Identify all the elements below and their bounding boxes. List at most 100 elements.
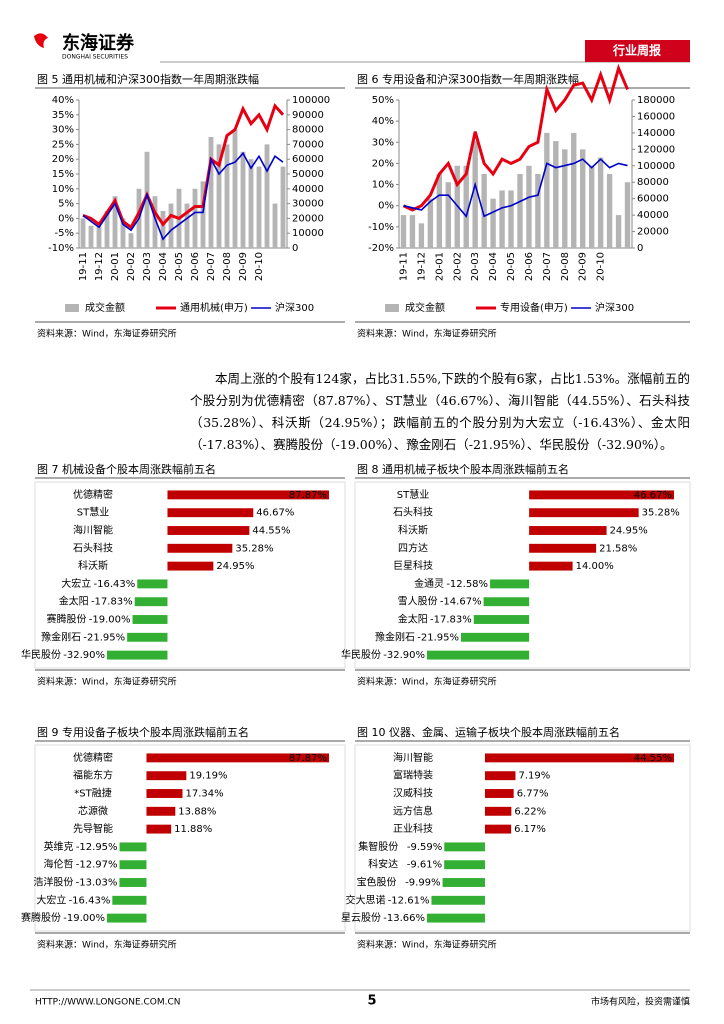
value-label: -32.90%	[63, 650, 105, 661]
value-label: 13.88%	[178, 806, 216, 817]
bar	[529, 561, 573, 571]
bar	[490, 579, 530, 589]
bar	[107, 913, 147, 923]
category-label: 海伦哲	[44, 858, 74, 871]
value-label: -12.97%	[76, 860, 118, 871]
volume-bar	[272, 203, 278, 248]
figure-title: 图 10 仪器、金属、运输子板块个股本周涨跌幅前五名	[357, 725, 620, 739]
category-label: 金通灵	[414, 577, 444, 590]
chart-frame	[354, 481, 691, 669]
index-line	[403, 158, 628, 218]
logo-icon	[34, 33, 48, 48]
y2-tick-label: 20000	[637, 227, 669, 238]
category-label: ST慧业	[397, 488, 429, 501]
y-tick-label: 25%	[52, 139, 74, 150]
source: 资料来源：Wind，东海证券研究所	[37, 939, 177, 951]
category-label: 石头科技	[393, 506, 433, 519]
bar	[529, 526, 607, 535]
bar	[112, 895, 147, 905]
index-line	[82, 103, 285, 230]
value-label: 44.55%	[634, 753, 672, 764]
volume-bar	[128, 233, 134, 248]
source: 资料来源：Wind，东海证券研究所	[357, 328, 497, 340]
category-label: 科沃斯	[78, 559, 108, 572]
category-label: 星云股份	[341, 912, 381, 924]
value-label: 7.19%	[518, 771, 550, 782]
header-tag: 行业周报	[612, 43, 661, 58]
x-tick-label: 20-08	[222, 252, 233, 281]
category-label: 石头科技	[73, 541, 113, 554]
bar	[427, 913, 485, 923]
bar	[119, 842, 147, 852]
volume-bar	[200, 181, 206, 248]
bar	[167, 526, 250, 535]
y2-tick-label: 80000	[637, 177, 669, 188]
figure-title: 图 9 专用设备子板块个股本周涨跌幅前五名	[37, 725, 249, 739]
footer-note: 市场有风险，投资需谨慎	[591, 996, 690, 1008]
x-tick-label: 20-10	[254, 252, 265, 281]
y2-tick-label: 80000	[292, 125, 324, 136]
y2-tick-label: 0	[637, 243, 643, 254]
x-tick-label: 20-06	[190, 252, 201, 281]
y-tick-label: 40%	[52, 95, 74, 106]
x-tick-label: 20-02	[452, 252, 463, 281]
value-label: -16.43%	[69, 895, 111, 906]
category-label: *ST融捷	[74, 787, 111, 800]
volume-bar	[463, 165, 469, 248]
value-label: 21.58%	[599, 543, 637, 554]
value-label: 6.77%	[517, 789, 549, 800]
volume-bar	[112, 196, 118, 248]
bar	[484, 753, 674, 763]
figure-title: 图 8 通用机械子板块个股本周涨跌幅前五名	[357, 462, 569, 476]
volume-bar	[544, 132, 550, 248]
x-tick-label: 20-04	[158, 252, 169, 281]
volume-bar	[280, 166, 286, 248]
x-tick-label: 20-08	[560, 252, 571, 281]
bar	[146, 771, 187, 781]
bar	[529, 508, 639, 518]
value-label: 35.28%	[235, 543, 273, 554]
y-tick-label: 10%	[372, 180, 394, 191]
y-tick-label: 0%	[58, 213, 74, 224]
x-tick-label: 20-01	[110, 252, 121, 281]
volume-bar	[88, 225, 94, 248]
volume-bar	[256, 166, 262, 248]
category-label: 华民股份	[21, 648, 61, 661]
volume-bar	[152, 196, 158, 248]
value-label: 24.95%	[216, 561, 254, 572]
volume-bar	[588, 165, 595, 248]
category-label: ST慧业	[77, 506, 109, 519]
x-tick-label: 20-09	[578, 252, 589, 281]
value-label: -12.61%	[388, 895, 430, 906]
category-label: 雪人股份	[398, 596, 438, 608]
volume-bar	[224, 144, 230, 248]
footer-url: HTTP://WWW.LONGONE.COM.CN	[35, 998, 181, 1008]
category-label: 浩洋股份	[33, 876, 73, 889]
y-tick-label: 35%	[52, 110, 74, 121]
volume-bar	[264, 144, 270, 248]
category-label: 先导智能	[73, 822, 113, 835]
volume-bar	[553, 141, 559, 248]
x-tick-label: 20-09	[238, 252, 249, 281]
y2-tick-label: 120000	[637, 144, 675, 155]
y-tick-label: 15%	[52, 169, 74, 180]
category-label: 豫金刚石	[41, 630, 81, 643]
legend-label: 通用机械(申万)	[180, 301, 248, 314]
y-tick-label: -20%	[368, 243, 394, 254]
index-line	[82, 151, 284, 241]
volume-bar	[427, 198, 434, 248]
y2-tick-label: 30000	[292, 199, 324, 210]
category-label: 芯源微	[78, 804, 108, 817]
volume-bar	[232, 129, 238, 248]
value-label: 35.28%	[642, 508, 680, 519]
y-tick-label: -10%	[368, 222, 394, 233]
x-tick-label: 19-11	[398, 252, 409, 281]
bar	[484, 806, 512, 816]
volume-bar	[208, 137, 214, 248]
category-label: 豫金刚石	[375, 630, 415, 643]
category-label: 金太阳	[59, 595, 89, 608]
volume-bar	[96, 225, 102, 248]
volume-bar	[580, 149, 586, 248]
value-label: -9.99%	[405, 878, 440, 889]
